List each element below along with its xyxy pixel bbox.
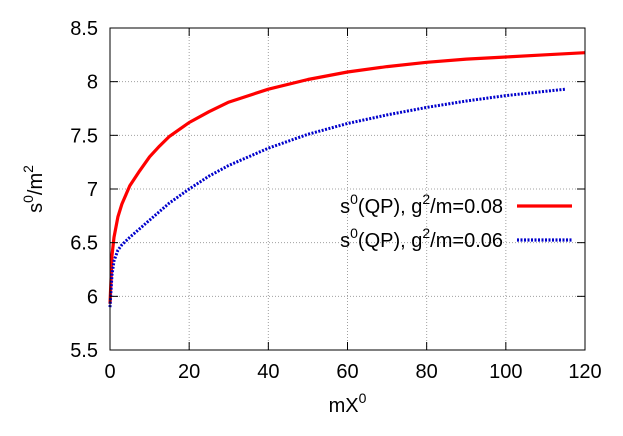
grid-lines — [110, 28, 585, 350]
legend-entry-1: s0(QP), g2/m=0.08 — [340, 191, 572, 218]
legend-label-1: s0(QP), g2/m=0.08 — [340, 191, 503, 218]
x-tick-label: 60 — [336, 361, 358, 383]
x-tick-label: 100 — [489, 361, 522, 383]
series-line-1 — [108, 51, 586, 304]
y-tick-label: 6 — [87, 286, 98, 308]
x-tick-label: 120 — [568, 361, 601, 383]
legend: s0(QP), g2/m=0.08 s0(QP), g2/m=0.06 — [340, 191, 572, 252]
tick-labels: 0 20 40 60 80 100 120 5.5 6 6.5 7 7.5 8 8.5 — [70, 18, 602, 383]
y-axis-title: s0/m2 — [20, 165, 47, 213]
y-tick-label: 5.5 — [70, 340, 98, 362]
legend-label-2: s0(QP), g2/m=0.06 — [340, 225, 503, 252]
y-tick-label: 8 — [87, 72, 98, 94]
y-tick-label: 7 — [87, 179, 98, 201]
legend-entry-2: s0(QP), g2/m=0.06 — [340, 225, 572, 252]
x-axis-title: mX0 — [329, 390, 367, 417]
y-tick-label: 7.5 — [70, 125, 98, 147]
tick-marks — [109, 27, 586, 351]
x-tick-label: 80 — [416, 361, 438, 383]
x-tick-label: 20 — [178, 361, 200, 383]
plot-area — [108, 51, 586, 308]
y-tick-label: 6.5 — [70, 233, 98, 255]
x-tick-label: 40 — [257, 361, 279, 383]
x-tick-label: 0 — [104, 361, 115, 383]
series-line-2 — [108, 87, 566, 308]
y-tick-label: 8.5 — [70, 18, 98, 40]
